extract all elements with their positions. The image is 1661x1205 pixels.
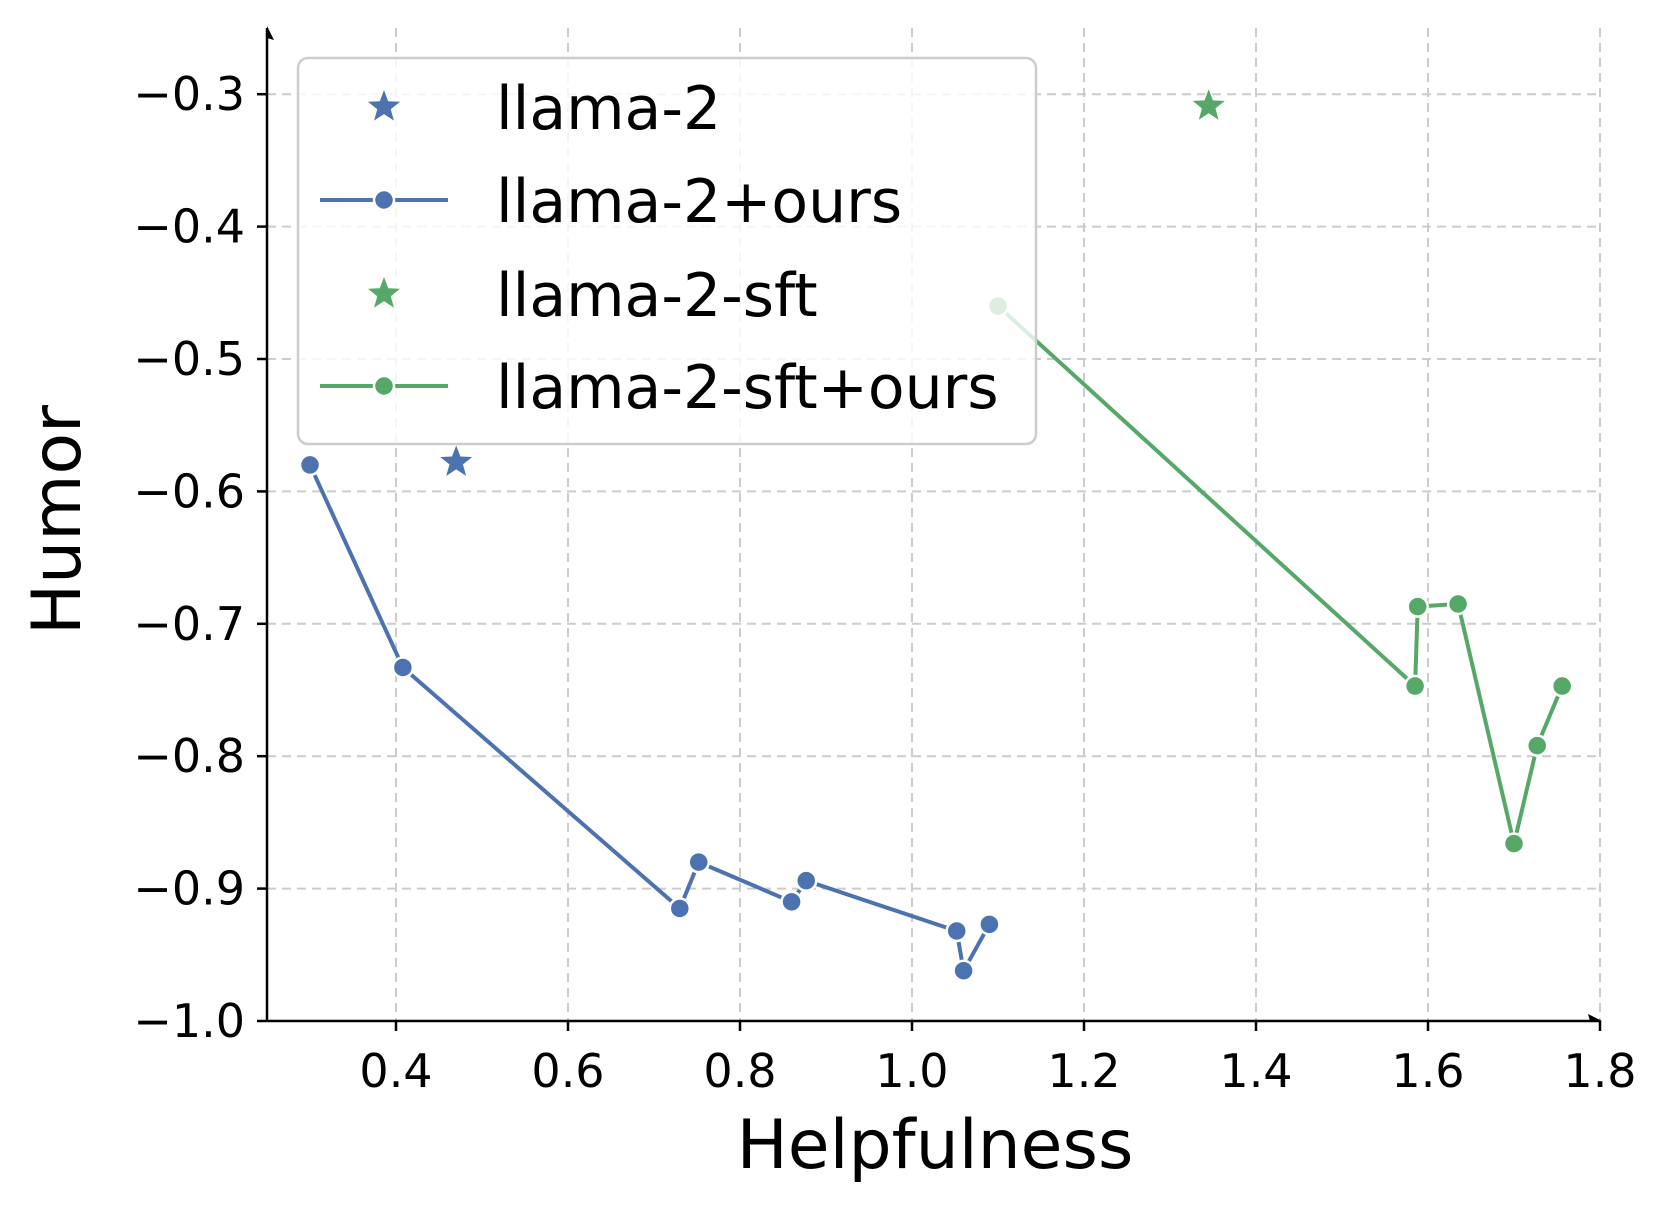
data-point-llama-2-sft-ours [1502, 832, 1526, 855]
legend-label-llama-2-sft-ours: llama-2-sft+ours [496, 353, 999, 423]
series-line-llama-2-ours [308, 464, 992, 973]
x-tick-label: 0.8 [703, 1044, 776, 1098]
legend-marker-llama-2-ours [372, 188, 396, 212]
x-tick-label: 1.4 [1219, 1044, 1292, 1098]
x-tick-label: 1.6 [1391, 1044, 1464, 1098]
y-tick-label: −0.7 [133, 597, 245, 651]
star-marker-llama-2 [436, 441, 477, 480]
legend-marker-llama-2 [363, 85, 405, 125]
y-axis-arrow [267, 26, 274, 40]
data-point-llama-2-ours [978, 913, 1001, 936]
data-point-llama-2-ours [668, 897, 692, 920]
data-point-llama-2-ours [298, 453, 322, 477]
legend-label-llama-2-sft: llama-2-sft [496, 261, 818, 331]
legend-marker-llama-2-sft [363, 272, 405, 312]
y-tick-label: −0.4 [133, 200, 245, 254]
legend-label-llama-2-ours: llama-2+ours [496, 167, 902, 237]
ticks: 0.4 0.6 0.8 1.0 1.2 1.4 1.6 1.8 −1.0 −0.9 −0.8 −0.7… [133, 67, 1636, 1098]
data-point-llama-2-sft-ours [1446, 592, 1470, 616]
y-axis-label: Humor [18, 405, 97, 635]
legend-label-llama-2: llama-2 [496, 74, 721, 144]
data-point-llama-2-sft-ours [1406, 595, 1429, 618]
y-tick-label: −0.9 [133, 862, 245, 916]
y-tick-label: −1.0 [133, 994, 245, 1048]
series-line-llama-2-sft-ours [996, 304, 1565, 846]
legend-marker-llama-2-sft-ours [372, 374, 396, 398]
data-point-llama-2-ours [945, 919, 968, 943]
data-point-llama-2-ours [794, 869, 818, 892]
legend: llama-2 llama-2+ours llama-2-sft llama-2-sf… [296, 56, 1038, 446]
data-point-llama-2-sft-ours [1525, 734, 1549, 757]
data-point-llama-2-ours [952, 959, 975, 982]
x-tick-label: 0.4 [359, 1044, 432, 1098]
data-point-llama-2-ours [780, 890, 803, 914]
data-point-llama-2-ours [391, 656, 415, 679]
y-tick-label: −0.3 [133, 67, 245, 121]
legend-box [296, 56, 1038, 446]
y-tick-label: −0.5 [133, 332, 245, 386]
y-tick-label: −0.8 [133, 729, 245, 783]
y-tick-label: −0.6 [133, 464, 245, 518]
data-point-llama-2-sft-ours [1550, 674, 1574, 698]
x-axis-label: Helpfulness [737, 1106, 1134, 1185]
data-point-llama-2-sft-ours [1403, 674, 1427, 698]
x-tick-label: 1.8 [1563, 1044, 1636, 1098]
data-point-llama-2-ours [687, 850, 710, 874]
x-tick-label: 1.0 [875, 1044, 948, 1098]
star-marker-llama-2-sft [1188, 84, 1229, 124]
x-tick-label: 0.6 [531, 1044, 604, 1098]
axes [265, 26, 1602, 1023]
x-axis-arrow [1588, 1014, 1602, 1021]
x-tick-label: 1.2 [1047, 1044, 1120, 1098]
plot-area [298, 84, 1574, 982]
